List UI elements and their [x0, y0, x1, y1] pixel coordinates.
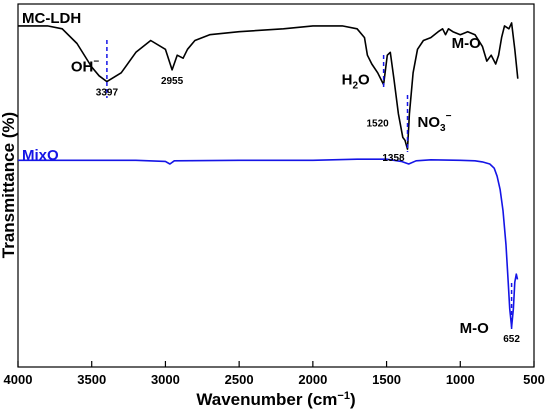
series-label: MixO [22, 147, 59, 164]
x-axis-title-main: Wavenumber (cm [196, 390, 337, 409]
series-label: MC-LDH [22, 10, 81, 27]
x-axis-title: Wavenumber (cm−1) [196, 390, 355, 409]
peak-wavenumber-label: 652 [503, 334, 520, 345]
x-tick-label: 3500 [77, 372, 106, 387]
peak-assignment-label: M-O [452, 35, 481, 52]
peak-assignment-label: NO3− [418, 111, 452, 134]
y-axis-title: Transmittance (%) [0, 112, 18, 258]
peak-wavenumber-label: 1358 [382, 153, 405, 164]
peak-assignment-label: OH− [71, 57, 100, 76]
x-tick-label: 2000 [298, 372, 327, 387]
plot-frame [17, 3, 535, 368]
x-tick-label: 4000 [4, 372, 33, 387]
annotation-layer: OH− 3397 2955 H2O 1520 NO3− 1358 M-O M-O 652 [71, 35, 520, 345]
peak-wavenumber-label: 3397 [96, 88, 119, 99]
series-layer: MC-LDH MixO [18, 10, 519, 328]
x-tick-label: 1000 [446, 372, 475, 387]
x-tick-label: 3000 [151, 372, 180, 387]
peak-assignment-label: M-O [460, 320, 489, 337]
peak-wavenumber-label: 2955 [161, 76, 184, 87]
x-axis-ticks: 4000 3500 3000 2500 2000 1500 1000 500 [4, 361, 545, 387]
peak-assignment-label: H2O [342, 72, 370, 92]
x-axis-title-sup: −1 [337, 390, 350, 402]
x-tick-label: 2500 [225, 372, 254, 387]
x-tick-label: 1500 [372, 372, 401, 387]
series-line-1 [18, 158, 519, 328]
peak-wavenumber-label: 1520 [366, 119, 389, 130]
x-axis-title-tail: ) [350, 390, 356, 409]
series-line-0 [18, 22, 519, 150]
x-tick-label: 500 [523, 372, 545, 387]
